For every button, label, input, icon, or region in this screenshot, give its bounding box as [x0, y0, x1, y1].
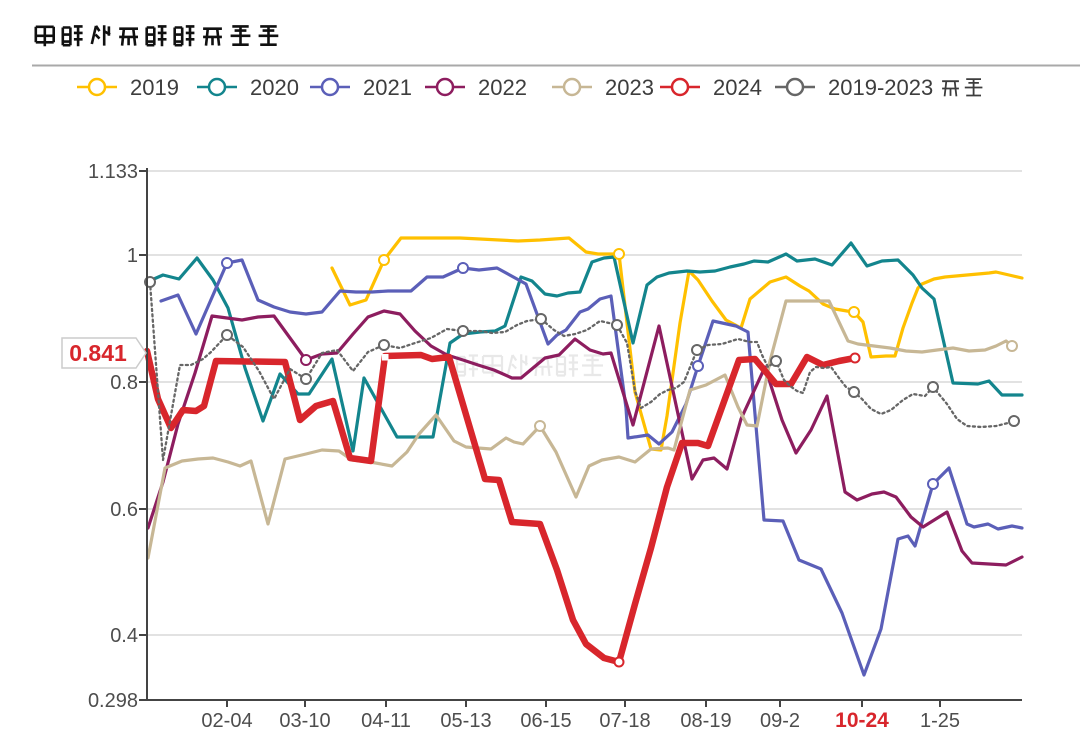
svg-text:0.4: 0.4 [110, 625, 138, 647]
svg-text:0.8: 0.8 [110, 372, 138, 394]
svg-text:06-15: 06-15 [520, 710, 571, 732]
svg-text:2019: 2019 [130, 75, 179, 100]
svg-text:2023: 2023 [605, 75, 654, 100]
svg-text:10-24: 10-24 [835, 709, 889, 732]
svg-text:2020: 2020 [250, 75, 299, 100]
svg-text:1.133: 1.133 [88, 161, 138, 183]
svg-text:1: 1 [127, 245, 138, 267]
svg-text:2019-2023: 2019-2023 [828, 75, 933, 100]
svg-text:0.298: 0.298 [88, 690, 138, 712]
svg-text:03-10: 03-10 [279, 710, 330, 732]
svg-text:1-25: 1-25 [920, 710, 960, 732]
svg-text:09-2: 09-2 [760, 710, 800, 732]
svg-text:0.841: 0.841 [69, 340, 127, 366]
svg-text:02-04: 02-04 [201, 710, 252, 732]
svg-text:05-13: 05-13 [440, 710, 491, 732]
svg-text:2022: 2022 [478, 75, 527, 100]
svg-text:08-19: 08-19 [680, 710, 731, 732]
svg-text:2021: 2021 [363, 75, 412, 100]
svg-text:2024: 2024 [713, 75, 762, 100]
svg-text:0.6: 0.6 [110, 499, 138, 521]
svg-text:04-11: 04-11 [361, 710, 411, 732]
svg-text:07-18: 07-18 [599, 710, 650, 732]
